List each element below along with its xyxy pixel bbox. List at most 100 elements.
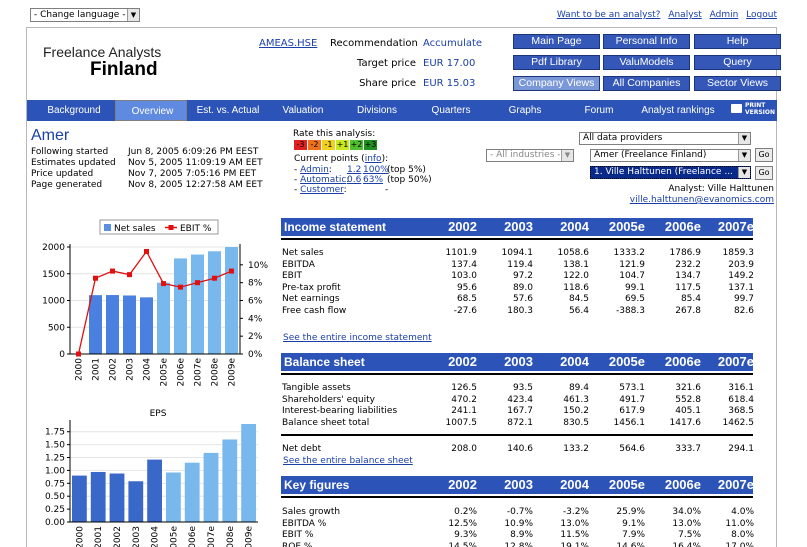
- tab-est-vs-actual[interactable]: Est. vs. Actual: [196, 105, 260, 116]
- cell-value: 11.0%: [725, 518, 754, 529]
- cell-value: 140.6: [507, 444, 533, 454]
- target-price-value: EUR 17.00: [423, 58, 476, 69]
- points-score[interactable]: 1.2: [347, 165, 362, 175]
- row-label: Pre-tax profit: [282, 282, 341, 293]
- providers-select[interactable]: All data providers ▼: [579, 132, 751, 145]
- bar-net-sales: [174, 258, 187, 354]
- rating-box[interactable]: +3: [364, 140, 377, 150]
- rating-box[interactable]: -3: [294, 140, 307, 150]
- analyst-select-value: 1. Ville Halttunen (Freelance ...: [594, 167, 733, 177]
- rating-box[interactable]: -2: [308, 140, 321, 150]
- provider-go-button[interactable]: Go: [755, 148, 773, 162]
- cell-value: 134.7: [675, 271, 701, 281]
- sector-views-button[interactable]: Sector Views: [694, 76, 781, 91]
- rating-box[interactable]: -1: [322, 140, 335, 150]
- cell-value: 69.5: [624, 294, 645, 304]
- points-pct[interactable]: 100%: [363, 165, 389, 175]
- cell-value: 368.5: [728, 406, 754, 416]
- tab-divisions[interactable]: Divisions: [356, 105, 397, 116]
- cell-value: 93.5: [512, 383, 533, 393]
- valumodels-button[interactable]: ValuModels: [603, 55, 690, 70]
- link-logout[interactable]: Logout: [746, 10, 777, 20]
- points-row-label[interactable]: Automatic: [300, 175, 347, 185]
- bar-net-sales: [89, 295, 102, 354]
- balance-link[interactable]: See the entire balance sheet: [283, 456, 413, 466]
- points-row-label[interactable]: Admin: [300, 165, 329, 175]
- tab-graphs[interactable]: Graphs: [508, 105, 542, 116]
- tab-analyst-rankings[interactable]: Analyst rankings: [641, 105, 715, 116]
- table-row: Tangible assets 126.5 93.5 89.4 573.1 321.6 31…: [281, 383, 754, 395]
- year-header: 2007e: [717, 477, 754, 492]
- analyst-go-button[interactable]: Go: [755, 166, 773, 180]
- all-companies-button[interactable]: All Companies: [603, 76, 690, 91]
- row-label: EBITDA: [282, 259, 315, 270]
- x-tick-label: 2007e: [194, 358, 204, 387]
- tab-background[interactable]: Background: [47, 105, 101, 116]
- x-tick-label: 2002: [113, 526, 123, 547]
- language-select[interactable]: - Change language - ▼: [30, 8, 140, 22]
- divider: [281, 496, 753, 498]
- print-version-button[interactable]: PRINT VERSION: [730, 102, 775, 116]
- row-label: Tangible assets: [282, 383, 351, 393]
- points-pct[interactable]: 63%: [363, 175, 384, 185]
- main-page-button[interactable]: Main Page: [513, 34, 600, 49]
- point-ebit: [195, 280, 200, 286]
- industries-select-value: - All industries -: [490, 150, 561, 160]
- pdf-library-button[interactable]: Pdf Library: [513, 55, 600, 70]
- target-price-label: Target price: [356, 58, 416, 69]
- tab-quarters[interactable]: Quarters: [431, 105, 471, 116]
- point-ebit: [161, 281, 166, 287]
- year-header: 2004: [560, 477, 589, 492]
- meta-label: Page generated: [31, 180, 103, 190]
- provider-select[interactable]: Amer (Freelance Finland) ▼: [590, 149, 751, 162]
- y-tick-label: 2000: [42, 243, 65, 253]
- help-button[interactable]: Help: [694, 34, 781, 49]
- cell-value: 16.4%: [672, 541, 701, 547]
- current-points-close: ):: [381, 154, 389, 164]
- x-tick-label: 2008e: [226, 526, 236, 547]
- x-tick-label: 2000: [75, 526, 85, 547]
- year-header: 2007e: [717, 354, 754, 369]
- chart-legend: [99, 219, 219, 235]
- rating-box[interactable]: +2: [350, 140, 363, 150]
- row-label: Net debt: [282, 444, 322, 454]
- personal-info-button[interactable]: Personal Info: [603, 34, 690, 49]
- meta-row: Price updated Nov 7, 2005 7:05:16 PM EET: [31, 169, 271, 180]
- cell-value: 89.0: [512, 282, 533, 293]
- ticker-link[interactable]: AMEAS.HSE: [259, 38, 318, 49]
- cell-value: 7.9%: [622, 530, 645, 540]
- cell-value: 0.2%: [454, 507, 477, 517]
- tab-valuation[interactable]: Valuation: [282, 105, 324, 116]
- meta-row: Page generated Nov 8, 2005 12:27:58 AM EE…: [31, 180, 271, 191]
- industries-select[interactable]: - All industries - ▼: [486, 149, 574, 162]
- cell-value: 872.1: [507, 417, 533, 428]
- rating-box[interactable]: +1: [336, 140, 349, 150]
- link-analyst[interactable]: Analyst: [668, 10, 702, 20]
- cell-value: 104.7: [619, 271, 645, 281]
- cell-value: 121.9: [619, 259, 645, 270]
- cell-value: 564.6: [619, 444, 645, 454]
- row-label: Sales growth: [282, 507, 341, 517]
- cell-value: 618.4: [728, 394, 754, 405]
- points-score[interactable]: 0.6: [347, 175, 362, 185]
- income-link[interactable]: See the entire income statement: [283, 333, 432, 343]
- analyst-select[interactable]: 1. Ville Halttunen (Freelance ... ▼: [590, 166, 751, 179]
- company-views-button[interactable]: Company Views: [513, 76, 600, 91]
- bar-eps: [109, 473, 125, 522]
- query-button[interactable]: Query: [694, 55, 781, 70]
- cell-value: 95.6: [456, 282, 477, 293]
- cell-value: 9.1%: [622, 518, 645, 529]
- cell-value: 119.4: [507, 259, 533, 270]
- cell-value: 232.2: [675, 259, 701, 270]
- points-row-label[interactable]: Customer: [300, 185, 344, 195]
- link-admin[interactable]: Admin: [709, 10, 739, 20]
- link-become-analyst[interactable]: Want to be an analyst?: [556, 10, 661, 20]
- cell-value: 1094.1: [501, 248, 534, 258]
- tab-forum[interactable]: Forum: [584, 105, 614, 116]
- tab-overview[interactable]: Overview: [115, 100, 187, 121]
- year-header: 2007e: [717, 219, 754, 234]
- analyst-email-link[interactable]: ville.halttunen@evanomics.com: [629, 195, 774, 205]
- bar-eps: [90, 471, 106, 522]
- info-link[interactable]: info: [364, 154, 382, 164]
- x-tick-label: 2005e: [160, 358, 170, 387]
